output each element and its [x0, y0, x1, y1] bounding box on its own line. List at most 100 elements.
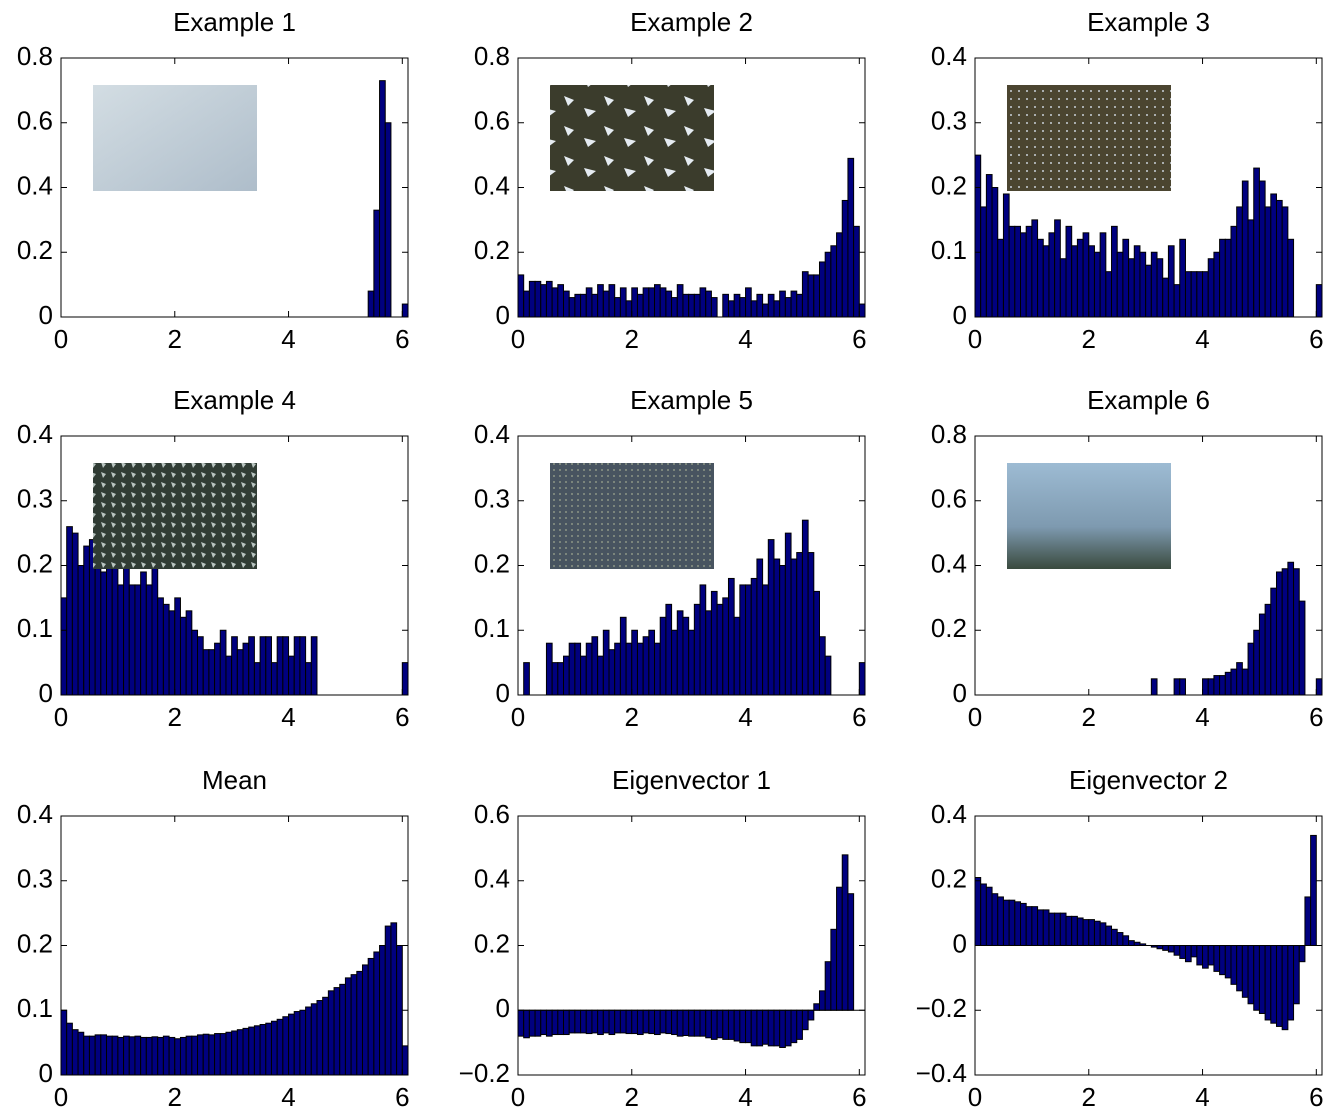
- bar: [162, 1035, 170, 1076]
- bar: [1008, 225, 1016, 318]
- x-tick-label: 2: [625, 1082, 639, 1112]
- bar: [1293, 568, 1300, 696]
- bar: [384, 925, 392, 1076]
- bar: [830, 928, 838, 1011]
- bar: [236, 649, 244, 696]
- bar: [796, 552, 803, 696]
- bar: [727, 1009, 735, 1040]
- y-tick-label: 0: [496, 993, 510, 1023]
- bar: [1202, 945, 1209, 969]
- bar: [676, 610, 684, 696]
- bar: [614, 1009, 621, 1034]
- bar: [1224, 671, 1232, 696]
- bar: [824, 655, 832, 696]
- bar: [710, 297, 718, 318]
- bar: [1020, 232, 1027, 318]
- bar: [390, 922, 398, 1076]
- bar: [151, 565, 159, 696]
- y-tick-label: 0.8: [931, 419, 967, 449]
- axes-frame: [517, 57, 866, 318]
- bar: [813, 1003, 820, 1011]
- chart-title: Example 3: [1087, 7, 1210, 37]
- x-tick-label: 6: [395, 702, 409, 732]
- bar: [557, 284, 565, 318]
- bar: [1184, 945, 1192, 963]
- bar: [1184, 271, 1192, 318]
- bar: [807, 1009, 815, 1021]
- y-tick-label: 0.4: [931, 799, 967, 829]
- y-tick-label: 0.2: [931, 864, 967, 894]
- bar: [1287, 238, 1295, 318]
- bar: [1173, 284, 1181, 318]
- bar: [733, 1009, 741, 1042]
- y-tick-label: 0.4: [474, 419, 510, 449]
- bar: [636, 642, 644, 696]
- bar: [367, 957, 375, 1076]
- y-tick-label: 0.1: [931, 235, 967, 265]
- bar: [619, 287, 627, 318]
- bar: [602, 1009, 610, 1034]
- bar: [117, 584, 125, 696]
- bar: [545, 1009, 553, 1037]
- bar: [1202, 678, 1209, 696]
- bar: [682, 1009, 690, 1037]
- bar: [756, 293, 764, 318]
- bar: [1042, 909, 1050, 947]
- bar: [631, 287, 638, 318]
- bar: [401, 1045, 409, 1076]
- bar: [1196, 945, 1204, 966]
- bar: [1202, 271, 1209, 318]
- bar: [242, 642, 250, 696]
- bar: [106, 1035, 113, 1076]
- bar: [625, 300, 633, 318]
- bar: [1213, 945, 1221, 972]
- bar: [270, 662, 278, 696]
- bar: [270, 1020, 278, 1076]
- bar: [1167, 945, 1175, 953]
- bar: [316, 1000, 324, 1076]
- bar: [1076, 917, 1084, 947]
- bar: [94, 1034, 102, 1076]
- bar: [219, 629, 227, 696]
- bar: [597, 284, 604, 318]
- bar: [231, 636, 238, 696]
- bar: [997, 896, 1004, 946]
- y-tick-label: 0.4: [17, 170, 53, 200]
- bar: [534, 280, 542, 318]
- bar: [974, 877, 982, 947]
- bar: [1025, 906, 1033, 947]
- bar: [236, 1029, 244, 1076]
- axes-frame: [517, 815, 866, 1076]
- bar: [654, 642, 661, 696]
- bar: [1236, 206, 1243, 318]
- x-tick-label: 2: [1082, 324, 1096, 354]
- bar: [1002, 899, 1010, 946]
- bar: [699, 584, 707, 696]
- bar: [310, 636, 318, 696]
- bar: [756, 1009, 764, 1047]
- y-tick-label: 0.2: [474, 928, 510, 958]
- bar: [1270, 945, 1277, 1024]
- bar: [699, 287, 707, 318]
- y-tick-label: 0: [953, 300, 967, 330]
- bar: [636, 1009, 644, 1036]
- bar: [574, 1009, 582, 1034]
- bar: [750, 300, 758, 318]
- bar: [1253, 167, 1260, 318]
- axes-frame: [60, 435, 409, 696]
- x-tick-label: 2: [168, 702, 182, 732]
- bar: [1071, 915, 1078, 946]
- bar: [614, 642, 621, 696]
- bar: [841, 854, 849, 1011]
- x-tick-label: 4: [1195, 702, 1209, 732]
- bar: [1122, 238, 1130, 318]
- bar: [1219, 675, 1226, 696]
- y-tick-label: −0.2: [916, 993, 967, 1023]
- y-tick-label: −0.2: [459, 1058, 510, 1088]
- bar: [545, 642, 553, 696]
- x-tick-label: 0: [511, 324, 525, 354]
- y-tick-label: 0.2: [474, 548, 510, 578]
- axes-frame: [60, 57, 409, 318]
- bar: [750, 577, 758, 696]
